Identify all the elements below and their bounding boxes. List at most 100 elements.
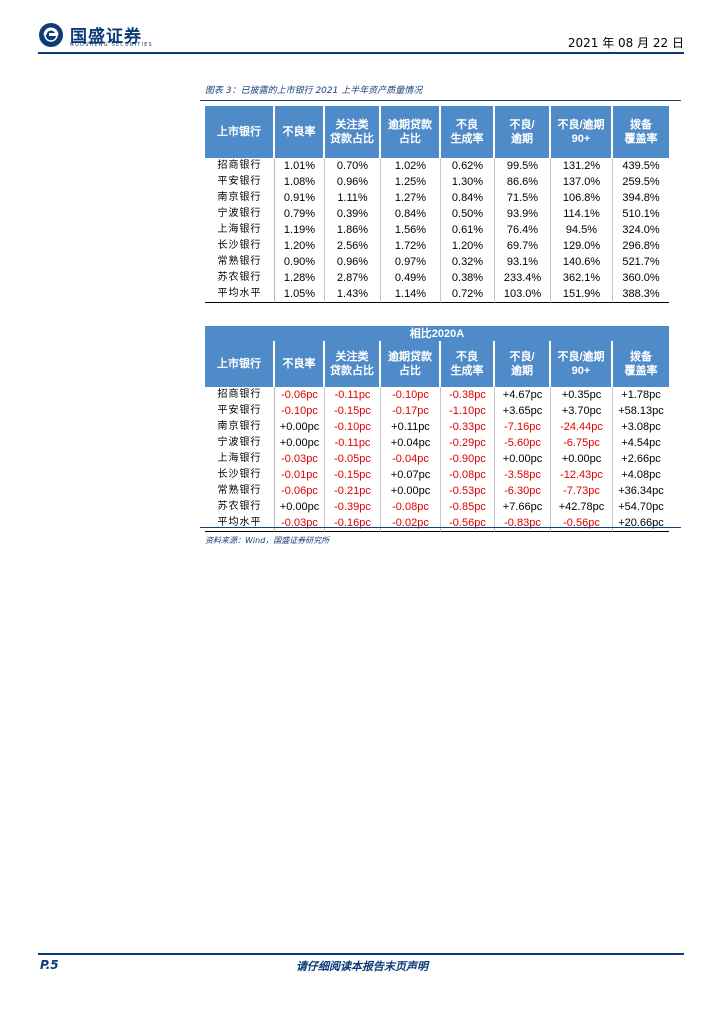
- value-cell: 0.72%: [441, 286, 495, 303]
- value-cell: -0.15pc: [325, 467, 381, 483]
- value-cell: +7.66pc: [495, 499, 551, 515]
- value-cell: 0.84%: [441, 190, 495, 206]
- column-header: 不良 生成率: [441, 341, 495, 387]
- column-header-line2: 占比: [399, 133, 421, 145]
- value-cell: -0.17pc: [381, 403, 441, 419]
- value-cell: 131.2%: [551, 158, 613, 174]
- table-header-row: 上市银行 不良率 关注类 贷款占比 逾期贷款 占比 不良 生成率 不良/逾期 不良/逾期 90+ 拨备…: [205, 341, 669, 387]
- value-cell: -0.21pc: [325, 483, 381, 499]
- bank-name-cell: 上海银行: [205, 451, 275, 467]
- value-cell: 1.43%: [325, 286, 381, 303]
- value-cell: 1.30%: [441, 174, 495, 190]
- value-cell: 71.5%: [495, 190, 551, 206]
- value-cell: +20.66pc: [613, 515, 669, 532]
- value-cell: 0.96%: [325, 174, 381, 190]
- value-cell: 360.0%: [622, 272, 660, 284]
- value-cell: 1.56%: [381, 222, 441, 238]
- column-header: 上市银行: [205, 106, 275, 158]
- value-cell: 129.0%: [551, 238, 613, 254]
- value-cell: 439.5%: [622, 160, 660, 172]
- column-header-line1: 不良率: [282, 358, 316, 370]
- column-header-line1: 关注类: [335, 119, 369, 131]
- value-cell: 233.4%: [495, 270, 551, 286]
- value-cell: +0.35pc: [551, 387, 613, 403]
- value-cell: 1.20%: [275, 238, 325, 254]
- value-cell: 0.70%: [325, 158, 381, 174]
- bank-name-cell: 平安银行: [205, 174, 275, 190]
- value-cell: 114.1%: [551, 206, 613, 222]
- value-cell: +0.00pc: [551, 451, 613, 467]
- column-header-line1: 逾期贷款: [388, 351, 432, 363]
- source-note: 资料来源：Wind，国盛证券研究所: [205, 536, 330, 545]
- column-header: 不良 生成率: [441, 106, 495, 158]
- column-header-line1: 不良率: [282, 126, 316, 138]
- column-header-line2: 贷款占比: [330, 365, 374, 377]
- value-cell: 106.8%: [551, 190, 613, 206]
- value-cell: -0.83pc: [495, 515, 551, 532]
- column-header: 不良/逾期: [495, 106, 551, 158]
- value-cell: 137.0%: [551, 174, 613, 190]
- column-header: 拨备 覆盖率: [613, 341, 669, 387]
- value-cell: 93.1%: [495, 254, 551, 270]
- value-cell: 0.32%: [441, 254, 495, 270]
- column-header-line1: 逾期贷款: [388, 119, 432, 131]
- value-cell: 1.25%: [381, 174, 441, 190]
- column-header-line1: 不良/逾期: [557, 351, 605, 363]
- bank-name-cell: 招商银行: [205, 387, 275, 403]
- table-row: 长沙银行 1.20% 2.56% 1.72% 1.20% 69.7% 129.0% 296.8…: [205, 238, 669, 254]
- column-header-line1: 拨备: [630, 119, 652, 131]
- value-cell: 0.97%: [381, 254, 441, 270]
- column-header-line2: 覆盖率: [624, 133, 658, 145]
- value-cell: 1.08%: [275, 174, 325, 190]
- bank-name-cell: 招商银行: [205, 158, 275, 174]
- value-cell: 93.9%: [495, 206, 551, 222]
- value-cell: 103.0%: [495, 286, 551, 303]
- value-cell: 296.8%: [622, 240, 660, 252]
- value-cell: -0.06pc: [275, 387, 325, 403]
- column-header: 拨备 覆盖率: [613, 106, 669, 158]
- column-header: 不良率: [275, 106, 325, 158]
- value-cell: 99.5%: [495, 158, 551, 174]
- bank-name-cell: 宁波银行: [205, 206, 275, 222]
- table-row: 常熟银行 -0.06pc -0.21pc +0.00pc -0.53pc -6.30pc -…: [205, 483, 669, 499]
- value-cell: -0.56pc: [551, 515, 613, 532]
- bank-name-cell: 长沙银行: [205, 467, 275, 483]
- value-cell: +3.08pc: [621, 421, 661, 433]
- value-cell: 1.01%: [275, 158, 325, 174]
- column-header-line2: 90+: [571, 133, 591, 145]
- value-cell: 388.3%: [613, 286, 669, 303]
- company-sub: GUOSHENG SECURITIES: [70, 42, 153, 48]
- table-row: 常熟银行 0.90% 0.96% 0.97% 0.32% 93.1% 140.6% 521.7…: [205, 254, 669, 270]
- table-row: 上海银行 -0.03pc -0.05pc -0.04pc -0.90pc +0.00pc +…: [205, 451, 669, 467]
- value-cell: 1.02%: [381, 158, 441, 174]
- column-header-line1: 不良/: [509, 351, 535, 363]
- value-cell: -0.10pc: [381, 387, 441, 403]
- table-row: 苏农银行 +0.00pc -0.39pc -0.08pc -0.85pc +7.66pc +…: [205, 499, 669, 515]
- value-cell: +1.78pc: [621, 389, 661, 401]
- value-cell: 394.8%: [622, 192, 660, 204]
- value-cell: +4.54pc: [621, 437, 661, 449]
- column-header-line2: 生成率: [450, 365, 484, 377]
- value-cell: 1.05%: [275, 286, 325, 303]
- value-cell: +0.07pc: [381, 467, 441, 483]
- value-cell: -7.73pc: [551, 483, 613, 499]
- value-cell: 1.14%: [381, 286, 441, 303]
- value-cell: -0.05pc: [325, 451, 381, 467]
- value-cell: -5.60pc: [495, 435, 551, 451]
- value-cell: -3.58pc: [495, 467, 551, 483]
- column-header-line1: 不良/逾期: [557, 119, 605, 131]
- asset-quality-table: 上市银行 不良率 关注类 贷款占比 逾期贷款 占比 不良 生成率 不良/逾期 不良/逾期 90+ 拨备…: [205, 106, 669, 303]
- value-cell: 0.90%: [275, 254, 325, 270]
- value-cell: -0.85pc: [441, 499, 495, 515]
- value-cell: +0.00pc: [275, 499, 325, 515]
- value-cell: 1.86%: [325, 222, 381, 238]
- value-cell: 2.87%: [325, 270, 381, 286]
- value-cell: 69.7%: [495, 238, 551, 254]
- value-cell: -0.03pc: [275, 515, 325, 532]
- bank-name-cell: 苏农银行: [205, 270, 275, 286]
- table-row: 平安银行 -0.10pc -0.15pc -0.17pc -1.10pc +3.65pc +…: [205, 403, 669, 419]
- column-header: 不良/逾期: [495, 341, 551, 387]
- value-cell: -0.15pc: [325, 403, 381, 419]
- value-cell: -12.43pc: [551, 467, 613, 483]
- value-cell: +0.11pc: [381, 419, 441, 435]
